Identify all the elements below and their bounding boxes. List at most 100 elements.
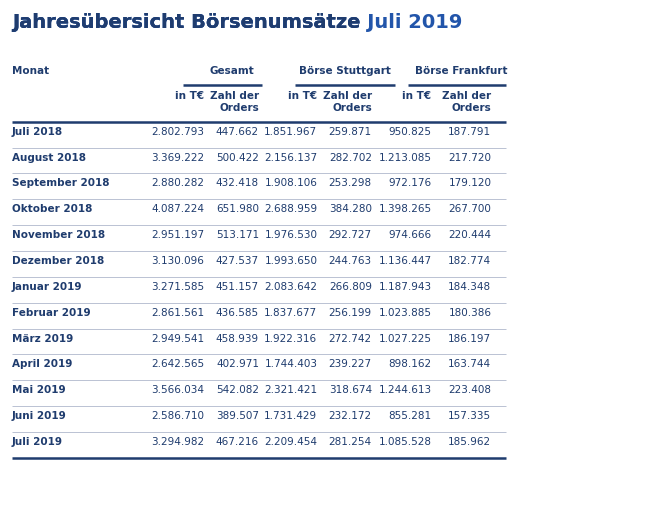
- Text: 1.398.265: 1.398.265: [378, 204, 432, 214]
- Text: 1.976.530: 1.976.530: [264, 230, 317, 240]
- Text: 2.949.541: 2.949.541: [151, 334, 205, 344]
- Text: März 2019: März 2019: [12, 334, 73, 344]
- Text: 898.162: 898.162: [388, 359, 432, 370]
- Text: 281.254: 281.254: [329, 437, 372, 447]
- Text: 217.720: 217.720: [448, 153, 491, 163]
- Text: in T€: in T€: [288, 91, 317, 101]
- Text: 1.908.106: 1.908.106: [264, 178, 317, 189]
- Text: in T€: in T€: [402, 91, 432, 101]
- Text: Juli 2019: Juli 2019: [12, 437, 63, 447]
- Text: Börse Stuttgart: Börse Stuttgart: [299, 66, 390, 76]
- Text: 2.083.642: 2.083.642: [264, 282, 317, 292]
- Text: Mai 2019: Mai 2019: [12, 385, 66, 395]
- Text: 2.209.454: 2.209.454: [264, 437, 317, 447]
- Text: Zahl der
Orders: Zahl der Orders: [442, 91, 491, 113]
- Text: 259.871: 259.871: [329, 127, 372, 137]
- Text: 1.136.447: 1.136.447: [378, 256, 432, 266]
- Text: Zahl der
Orders: Zahl der Orders: [323, 91, 372, 113]
- Text: 2.951.197: 2.951.197: [151, 230, 205, 240]
- Text: 272.742: 272.742: [329, 334, 372, 344]
- Text: 239.227: 239.227: [329, 359, 372, 370]
- Text: 389.507: 389.507: [216, 411, 259, 421]
- Text: 232.172: 232.172: [329, 411, 372, 421]
- Text: 163.744: 163.744: [448, 359, 491, 370]
- Text: 432.418: 432.418: [216, 178, 259, 189]
- Text: 4.087.224: 4.087.224: [151, 204, 205, 214]
- Text: 1.993.650: 1.993.650: [264, 256, 317, 266]
- Text: November 2018: November 2018: [12, 230, 105, 240]
- Text: 458.939: 458.939: [216, 334, 259, 344]
- Text: 1.085.528: 1.085.528: [378, 437, 432, 447]
- Text: 2.861.561: 2.861.561: [151, 308, 205, 318]
- Text: 256.199: 256.199: [329, 308, 372, 318]
- Text: Monat: Monat: [12, 66, 49, 76]
- Text: Juni 2019: Juni 2019: [12, 411, 66, 421]
- Text: 2.156.137: 2.156.137: [264, 153, 317, 163]
- Text: 3.130.096: 3.130.096: [151, 256, 205, 266]
- Text: 1.731.429: 1.731.429: [264, 411, 317, 421]
- Text: 186.197: 186.197: [448, 334, 491, 344]
- Text: Jahresübersicht Börsenumsätze: Jahresübersicht Börsenumsätze: [12, 13, 367, 31]
- Text: 1.922.316: 1.922.316: [264, 334, 317, 344]
- Text: 292.727: 292.727: [329, 230, 372, 240]
- Text: Dezember 2018: Dezember 2018: [12, 256, 104, 266]
- Text: 513.171: 513.171: [216, 230, 259, 240]
- Text: 182.774: 182.774: [448, 256, 491, 266]
- Text: 3.271.585: 3.271.585: [151, 282, 205, 292]
- Text: 855.281: 855.281: [388, 411, 432, 421]
- Text: 2.880.282: 2.880.282: [151, 178, 205, 189]
- Text: 267.700: 267.700: [448, 204, 491, 214]
- Text: 1.027.225: 1.027.225: [378, 334, 432, 344]
- Text: 542.082: 542.082: [216, 385, 259, 395]
- Text: 1.023.885: 1.023.885: [378, 308, 432, 318]
- Text: 185.962: 185.962: [448, 437, 491, 447]
- Text: 266.809: 266.809: [329, 282, 372, 292]
- Text: 253.298: 253.298: [329, 178, 372, 189]
- Text: 950.825: 950.825: [388, 127, 432, 137]
- Text: Gesamt: Gesamt: [209, 66, 254, 76]
- Text: 2.642.565: 2.642.565: [151, 359, 205, 370]
- Text: 282.702: 282.702: [329, 153, 372, 163]
- Text: 318.674: 318.674: [329, 385, 372, 395]
- Text: 179.120: 179.120: [448, 178, 491, 189]
- Text: 427.537: 427.537: [216, 256, 259, 266]
- Text: 974.666: 974.666: [388, 230, 432, 240]
- Text: 1.744.403: 1.744.403: [264, 359, 317, 370]
- Text: 3.294.982: 3.294.982: [151, 437, 205, 447]
- Text: Juli 2018: Juli 2018: [12, 127, 63, 137]
- Text: 1.851.967: 1.851.967: [264, 127, 317, 137]
- Text: 384.280: 384.280: [329, 204, 372, 214]
- Text: 402.971: 402.971: [216, 359, 259, 370]
- Text: 447.662: 447.662: [216, 127, 259, 137]
- Text: 2.586.710: 2.586.710: [151, 411, 205, 421]
- Text: 651.980: 651.980: [216, 204, 259, 214]
- Text: 972.176: 972.176: [388, 178, 432, 189]
- Text: August 2018: August 2018: [12, 153, 86, 163]
- Text: 1.213.085: 1.213.085: [378, 153, 432, 163]
- Text: Jahresübersicht Börsenumsätze Juli 2019: Jahresübersicht Börsenumsätze Juli 2019: [12, 13, 462, 31]
- Text: in T€: in T€: [175, 91, 205, 101]
- Text: Oktober 2018: Oktober 2018: [12, 204, 92, 214]
- Text: 3.369.222: 3.369.222: [151, 153, 205, 163]
- Text: 2.802.793: 2.802.793: [151, 127, 205, 137]
- Text: 3.566.034: 3.566.034: [151, 385, 205, 395]
- Text: 220.444: 220.444: [448, 230, 491, 240]
- Text: 157.335: 157.335: [448, 411, 491, 421]
- Text: Börse Frankfurt: Börse Frankfurt: [415, 66, 508, 76]
- Text: Jahresübersicht Börsenumsätze: Jahresübersicht Börsenumsätze: [12, 13, 367, 31]
- Text: April 2019: April 2019: [12, 359, 72, 370]
- Text: 244.763: 244.763: [329, 256, 372, 266]
- Text: 2.321.421: 2.321.421: [264, 385, 317, 395]
- Text: Zahl der
Orders: Zahl der Orders: [210, 91, 259, 113]
- Text: 436.585: 436.585: [216, 308, 259, 318]
- Text: September 2018: September 2018: [12, 178, 110, 189]
- Text: 451.157: 451.157: [216, 282, 259, 292]
- Text: 1.837.677: 1.837.677: [264, 308, 317, 318]
- Text: Januar 2019: Januar 2019: [12, 282, 82, 292]
- Text: 500.422: 500.422: [216, 153, 259, 163]
- Text: 223.408: 223.408: [448, 385, 491, 395]
- Text: Jahresübersicht Börsenumsätze Juli 2019: Jahresübersicht Börsenumsätze Juli 2019: [12, 13, 462, 31]
- Text: 467.216: 467.216: [216, 437, 259, 447]
- Text: 180.386: 180.386: [448, 308, 491, 318]
- Text: 184.348: 184.348: [448, 282, 491, 292]
